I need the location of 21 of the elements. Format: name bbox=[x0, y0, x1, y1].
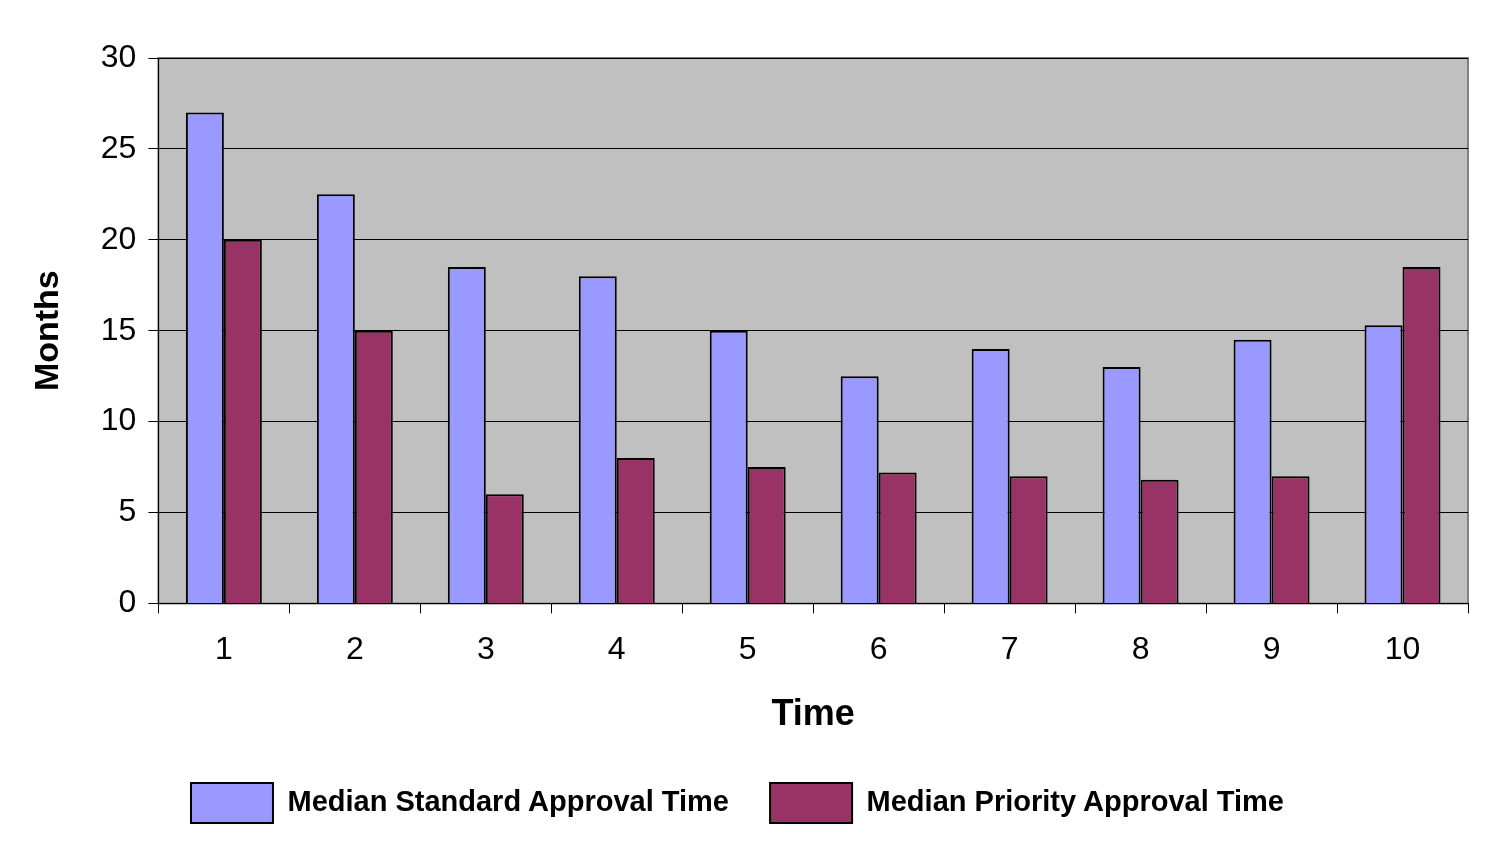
y-tick-label: 10 bbox=[100, 401, 137, 438]
legend-label: Median Standard Approval Time bbox=[287, 785, 730, 817]
y-tick-label: 5 bbox=[118, 492, 137, 529]
y-tick-label: 15 bbox=[100, 310, 137, 347]
x-tick-label: 1 bbox=[214, 630, 233, 667]
x-tick-label: 4 bbox=[607, 630, 626, 667]
x-tick-label: 5 bbox=[738, 630, 757, 667]
x-tick-label: 7 bbox=[1000, 630, 1019, 667]
x-tick-label: 2 bbox=[345, 630, 364, 667]
x-tick-label: 9 bbox=[1262, 630, 1281, 667]
x-tick-label: 8 bbox=[1131, 630, 1150, 667]
x-axis-title: Time bbox=[771, 692, 855, 734]
y-tick-label: 20 bbox=[100, 219, 137, 256]
y-axis-title: Months bbox=[26, 270, 65, 392]
legend-label: Median Priority Approval Time bbox=[866, 785, 1284, 817]
x-tick-label: 6 bbox=[869, 630, 888, 667]
y-tick-label: 30 bbox=[100, 37, 137, 74]
y-tick-label: 25 bbox=[100, 128, 137, 165]
x-tick-label: 3 bbox=[476, 630, 495, 667]
y-tick-label: 0 bbox=[118, 583, 137, 620]
x-tick-label: 10 bbox=[1384, 630, 1421, 667]
